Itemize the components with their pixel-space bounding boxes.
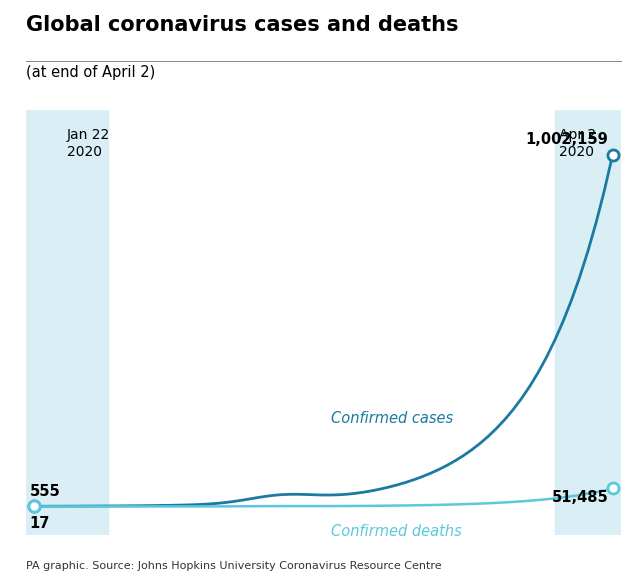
Text: 51,485: 51,485 (552, 490, 609, 505)
Text: PA graphic. Source: Johns Hopkins University Coronavirus Resource Centre: PA graphic. Source: Johns Hopkins Univer… (26, 561, 441, 571)
Text: Confirmed cases: Confirmed cases (332, 411, 454, 426)
Bar (26, 110, 108, 535)
Text: Apr 2
2020: Apr 2 2020 (559, 128, 596, 159)
Text: Confirmed deaths: Confirmed deaths (332, 524, 462, 539)
Text: Global coronavirus cases and deaths: Global coronavirus cases and deaths (26, 15, 458, 34)
Text: (at end of April 2): (at end of April 2) (26, 65, 155, 80)
Text: 555: 555 (29, 483, 61, 498)
Text: 17: 17 (29, 517, 50, 531)
Bar (555, 110, 621, 535)
Text: Jan 22
2020: Jan 22 2020 (67, 128, 110, 159)
Text: 1,002,159: 1,002,159 (525, 132, 609, 148)
